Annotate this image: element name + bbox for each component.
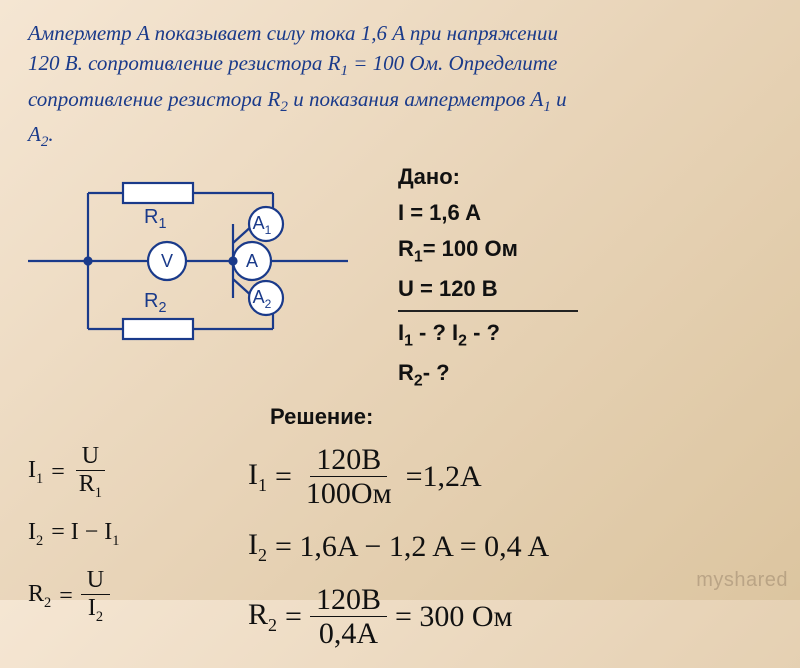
ammeter-label: A (246, 251, 258, 271)
r1-label: R1 (144, 206, 166, 232)
problem-sub2: 2 (280, 99, 288, 115)
problem-line2b: = 100 Ом. Определите (348, 51, 557, 75)
problem-sub3: 1 (543, 99, 551, 115)
watermark: myshared (696, 569, 788, 592)
circuit-diagram: V A A1 A2 R1 R2 (28, 166, 348, 346)
problem-line4a: A (28, 122, 41, 146)
calc-R2: R2 = 120B0,4A = 300 Ом (248, 584, 772, 650)
formula-I2: I2 = I − I1 (28, 519, 208, 550)
calc-I2: I2 = 1,6A − 1,2 A = 0,4 A (248, 528, 772, 566)
given-divider (398, 310, 578, 312)
given-U: U = 120 В (398, 272, 772, 306)
voltmeter-label: V (161, 251, 173, 271)
circuit-svg: V A A1 A2 (28, 166, 348, 346)
problem-line3c: и (551, 87, 567, 111)
r2-label: R2 (144, 290, 166, 316)
given-R1: R1= 100 Ом (398, 232, 772, 270)
problem-line3a: сопротивление резистора R (28, 87, 280, 111)
problem-line2a: 120 В. сопротивление резистора R (28, 51, 340, 75)
given-R2q: R2- ? (398, 356, 772, 394)
calc-I1: I1 = 120В100Ом =1,2A (248, 444, 772, 510)
formula-R2: R2 = UI2 (28, 568, 208, 625)
problem-line3b: и показания амперметров A (288, 87, 543, 111)
problem-line1: Амперметр A показывает силу тока 1,6 A п… (28, 21, 558, 45)
given-I: I = 1,6 A (398, 196, 772, 230)
formula-I1: I1 = UR1 (28, 444, 208, 501)
problem-line4b: . (48, 122, 53, 146)
solution-label: Решение: (270, 404, 800, 430)
given-Iq: I1 - ? I2 - ? (398, 316, 772, 354)
formulas-block: I1 = UR1 I2 = I − I1 R2 = UI2 I1 = 120В1… (0, 434, 800, 668)
problem-statement: Амперметр A показывает силу тока 1,6 A п… (0, 0, 800, 160)
problem-sub1: 1 (340, 64, 348, 80)
given-title: Дано: (398, 160, 772, 194)
given-block: Дано: I = 1,6 A R1= 100 Ом U = 120 В I1 … (398, 160, 772, 394)
